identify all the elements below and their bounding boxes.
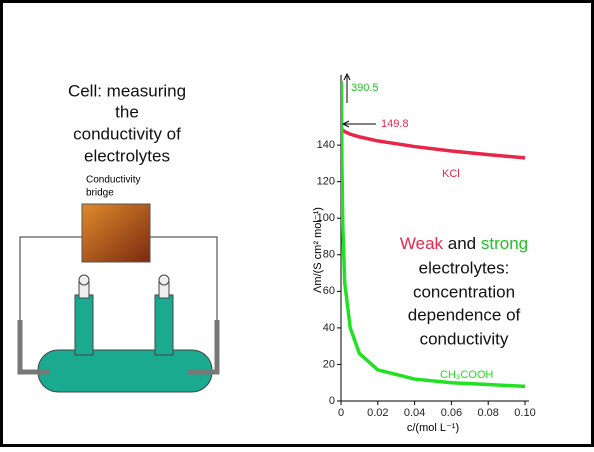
cell-tube [155, 295, 173, 355]
title-line: conductivity of [73, 124, 181, 143]
y-tick-label: 40 [323, 322, 335, 334]
cell-base [38, 350, 212, 392]
apparatus-label: bridge [86, 188, 114, 199]
series-label: CH₃COOH [440, 369, 493, 381]
cell-tube [75, 295, 93, 355]
y-tick-label: 0 [329, 395, 335, 407]
title-line: electrolytes [84, 146, 170, 165]
x-tick-label: 0.02 [367, 407, 388, 419]
text-line: dependence of [408, 305, 521, 324]
y-tick-label: 20 [323, 358, 335, 370]
apparatus-label: Conductivity [86, 175, 140, 186]
x-tick-label: 0.10 [514, 407, 535, 419]
bulb [79, 275, 89, 285]
x-tick-label: 0.06 [441, 407, 462, 419]
weak-word: Weak [400, 234, 444, 253]
y-tick-label: 80 [323, 249, 335, 261]
x-tick-label: 0 [338, 407, 344, 419]
series-label: KCl [442, 168, 460, 180]
y-tick-label: 60 [323, 285, 335, 297]
slide: Cell: measuring the conductivity of elec… [0, 0, 594, 447]
y-tick-label: 140 [317, 139, 335, 151]
text-line: electrolytes: [419, 258, 510, 277]
title-line: the [115, 102, 139, 121]
bulb [159, 275, 169, 285]
text-line: concentration [413, 282, 515, 301]
y-tick-label: 120 [317, 176, 335, 188]
bridge-box [82, 204, 150, 262]
y-axis-label: Λm/(S cm² mol⁻¹) [312, 207, 324, 293]
text-line: conductivity [420, 329, 509, 348]
title-line: Cell: measuring [68, 81, 186, 100]
x-axis-label: c/(mol L⁻¹) [407, 422, 459, 434]
x-tick-label: 0.04 [404, 407, 425, 419]
and-word: and [443, 234, 481, 253]
strong-word: strong [481, 234, 528, 253]
text-line: Weak and strong [400, 234, 528, 253]
x-tick-label: 0.08 [477, 407, 498, 419]
annotation: 149.8 [381, 118, 409, 130]
annotation: 390.5 [351, 82, 379, 94]
